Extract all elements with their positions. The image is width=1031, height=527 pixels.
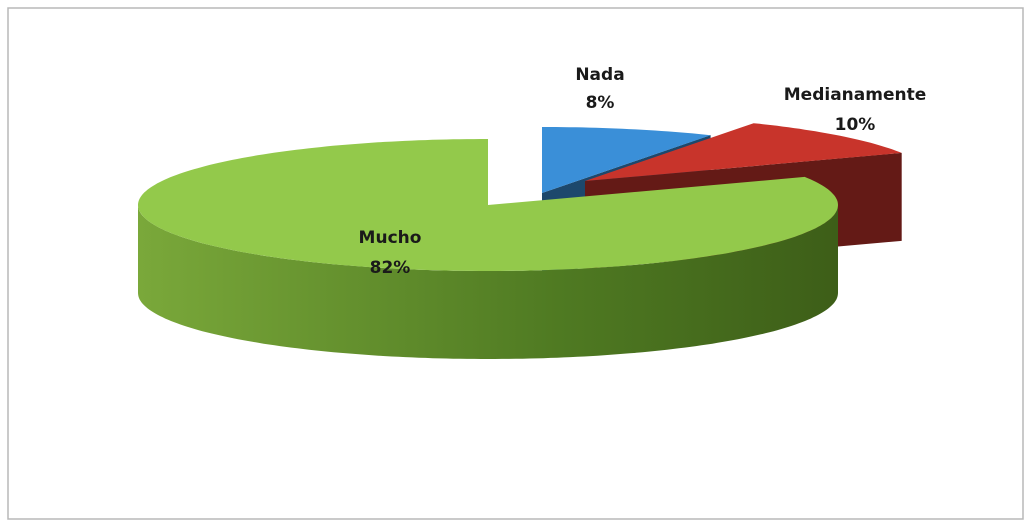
slice-label: Mucho [359,228,422,248]
slice [542,127,711,193]
slice-label: Medianamente [784,85,927,105]
slice [138,139,838,271]
slice-value-label: 8% [586,93,615,113]
slice-side [138,205,838,359]
slice-label: Nada [575,65,624,85]
slice-value-label: 82% [370,258,411,278]
slice [585,123,902,181]
slice-value-label: 10% [835,115,876,135]
